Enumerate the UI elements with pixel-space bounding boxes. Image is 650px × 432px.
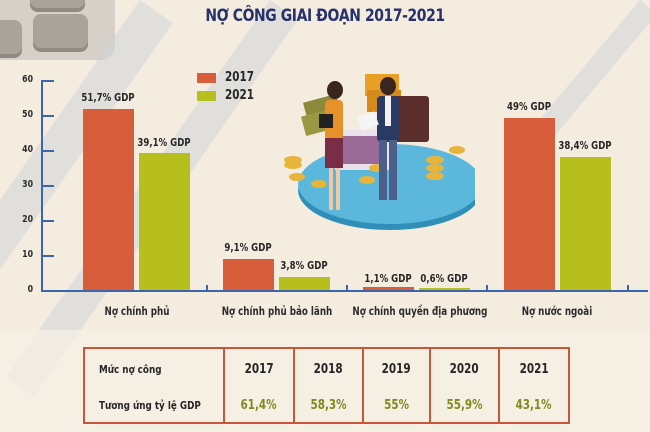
x-axis — [41, 290, 648, 292]
x-group-separator — [346, 285, 348, 291]
business-people-illustration — [284, 74, 475, 230]
y-tick-40 — [41, 150, 54, 152]
year-cell: 2021 — [498, 348, 569, 386]
legend-label: 2021 — [225, 88, 254, 103]
bar-value-label: 1,1% GDP — [364, 272, 412, 285]
bar-value-label: 51,7% GDP — [81, 91, 135, 104]
y-tick-30 — [41, 185, 54, 187]
public-debt-table: Mức nợ công 2017 2018 2019 2020 2021 Tươ… — [83, 347, 570, 424]
bar-2021 — [560, 157, 611, 290]
bar-2017 — [223, 259, 274, 290]
category-label: Nợ chính phủ bảo lãnh — [221, 304, 333, 318]
legend-item-2021: 2021 — [197, 88, 261, 103]
bar-value-label: 38,4% GDP — [558, 139, 612, 152]
legend-swatch-2021 — [197, 90, 216, 101]
y-tick-label: 10 — [22, 249, 33, 260]
y-tick-label: 60 — [22, 74, 33, 85]
y-tick-20 — [41, 220, 54, 222]
y-tick-label: 20 — [22, 214, 33, 225]
bar-2017 — [363, 287, 414, 290]
year-cell: 2020 — [429, 348, 499, 386]
legend-swatch-2017 — [197, 72, 216, 83]
x-group-separator — [486, 285, 488, 291]
y-tick-label: 30 — [22, 179, 33, 190]
x-group-separator — [206, 285, 208, 291]
bar-2017 — [83, 109, 134, 290]
y-tick-50 — [41, 115, 54, 117]
bar-2017 — [504, 118, 555, 290]
legend-item-2017: 2017 — [197, 70, 261, 85]
y-tick-label: 40 — [22, 144, 33, 155]
bar-value-label: 3,8% GDP — [280, 259, 328, 272]
percent-cell: 58,3% — [293, 385, 363, 423]
table-row-years: Mức nợ công 2017 2018 2019 2020 2021 — [84, 348, 569, 386]
x-group-separator — [627, 285, 629, 291]
row-header: Mức nợ công — [99, 362, 162, 376]
category-label: Nợ nước ngoài — [521, 304, 593, 318]
percent-cell: 55,9% — [429, 385, 499, 423]
bar-value-label: 9,1% GDP — [224, 241, 272, 254]
year-cell: 2019 — [362, 348, 430, 386]
calculator-equals-key-decoration — [33, 14, 88, 52]
bar-2021 — [419, 288, 470, 290]
year-cell: 2017 — [223, 348, 294, 386]
y-tick-label: 50 — [22, 109, 33, 120]
bar-value-label: 0,6% GDP — [420, 272, 468, 285]
category-label: Nợ chính quyền địa phương — [352, 304, 488, 318]
percent-cell: 43,1% — [498, 385, 569, 423]
bar-2021 — [279, 277, 330, 290]
category-label: Nợ chính phủ — [104, 304, 170, 318]
percent-cell: 61,4% — [223, 385, 294, 423]
chart-title: NỢ CÔNG GIAI ĐOẠN 2017-2021 — [205, 6, 445, 26]
legend-label: 2017 — [225, 70, 254, 85]
y-tick-10 — [41, 255, 54, 257]
bar-value-label: 39,1% GDP — [137, 136, 191, 149]
bar-2021 — [139, 153, 190, 290]
percent-cell: 55% — [362, 385, 430, 423]
y-tick-label: 0 — [27, 284, 33, 295]
table-row-gdp-ratio: Tương ứng tỷ lệ GDP 61,4% 58,3% 55% 55,9… — [84, 385, 569, 423]
row-header: Tương ứng tỷ lệ GDP — [99, 399, 201, 413]
year-cell: 2018 — [293, 348, 363, 386]
bar-value-label: 49% GDP — [507, 100, 551, 113]
calculator-key-decoration — [0, 20, 22, 58]
y-tick-60 — [41, 80, 54, 82]
calculator-key-decoration — [30, 0, 85, 12]
